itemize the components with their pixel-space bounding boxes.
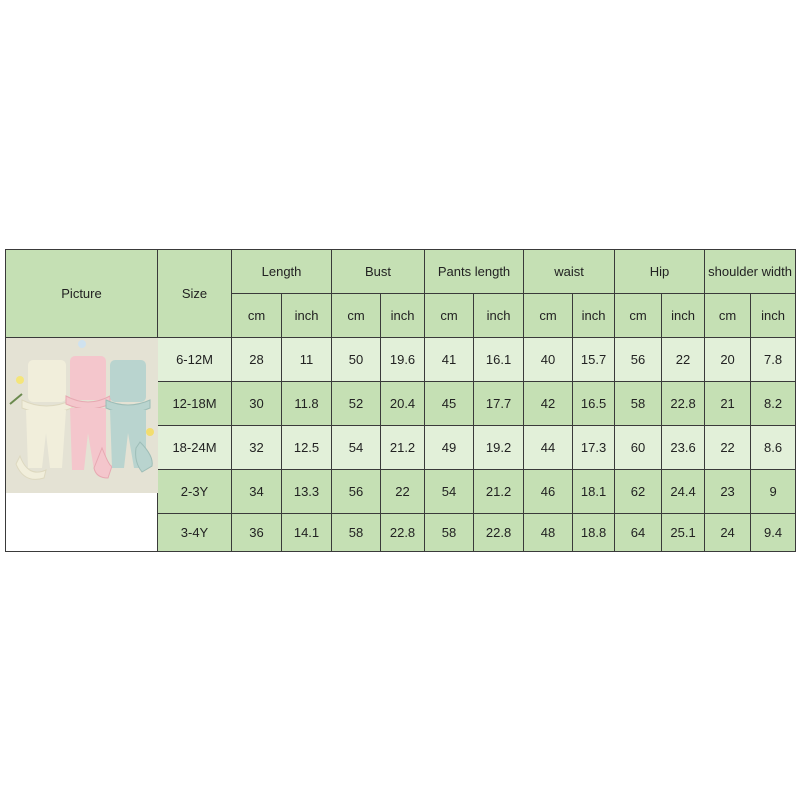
measurement-cell: 9.4: [750, 513, 797, 552]
measurement-cell: 28: [231, 337, 282, 382]
measurement-cell: 48: [523, 513, 574, 552]
outfit-cream: [15, 360, 73, 480]
outfits-image: [6, 338, 158, 493]
measurement-cell: 21.2: [380, 425, 426, 470]
measurement-cell: 23.6: [661, 425, 706, 470]
measurement-cell: 22: [661, 337, 706, 382]
flower-decoration: [146, 428, 154, 436]
table-row: 6-12M 28 11 50 19.6 41 16.1 40 15.7 56 22 20 7.8: [5, 337, 797, 552]
measurement-cell: 46: [523, 469, 574, 514]
table-row: 2-3Y 34 13.3 56 22 54 21.2 46 18.1 62 24.4 23 9: [6, 469, 797, 514]
measurement-cell: 64: [614, 513, 663, 552]
measurement-cell: 22: [380, 469, 426, 514]
unit-header: cm: [231, 293, 282, 338]
measurement-cell: 19.2: [473, 425, 525, 470]
measurement-cell: 17.3: [572, 425, 616, 470]
measurement-cell: 17.7: [473, 381, 525, 426]
measurement-cell: 49: [424, 425, 475, 470]
measurement-cell: 52: [331, 381, 382, 426]
measurement-cell: 54: [331, 425, 382, 470]
measurement-cell: 50: [331, 337, 382, 382]
measurement-cell: 21: [704, 381, 752, 426]
size-cell: 12-18M: [157, 381, 232, 426]
measurement-cell: 18.8: [572, 513, 616, 552]
table-row: 18-24M 32 12.5 54 21.2 49 19.2 44 17.3 60 23.6 22 8.…: [6, 425, 797, 470]
unit-header: cm: [614, 293, 663, 338]
product-picture: [5, 337, 158, 552]
measurement-cell: 22: [704, 425, 752, 470]
unit-header: cm: [523, 293, 574, 338]
measurement-cell: 58: [424, 513, 475, 552]
measurement-cell: 18.1: [572, 469, 616, 514]
measurement-cell: 32: [231, 425, 282, 470]
measurement-cell: 56: [614, 337, 663, 382]
measurement-cell: 12.5: [280, 425, 333, 470]
measurement-cell: 34: [231, 469, 282, 514]
group-header: Hip: [614, 249, 706, 294]
measurement-cell: 14.1: [280, 513, 333, 552]
measurement-cell: 36: [231, 513, 282, 552]
measurement-cell: 19.6: [380, 337, 426, 382]
picture-header: Picture: [5, 249, 158, 338]
measurement-cell: 15.7: [572, 337, 616, 382]
table-row: 3-4Y 36 14.1 58 22.8 58 22.8 48 18.8 64 25.1 24 9.4: [6, 513, 797, 552]
measurement-cell: 16.1: [473, 337, 525, 382]
group-header: Pants length: [424, 249, 525, 294]
group-header: waist: [523, 249, 616, 294]
measurement-cell: 24: [704, 513, 752, 552]
measurement-cell: 13.3: [280, 469, 333, 514]
measurement-cell: 16.5: [572, 381, 616, 426]
measurement-cell: 58: [614, 381, 663, 426]
measurement-cell: 44: [523, 425, 574, 470]
measurement-cell: 22.8: [473, 513, 525, 552]
size-cell: 3-4Y: [157, 513, 232, 552]
unit-header: inch: [473, 293, 525, 338]
measurement-cell: 24.4: [661, 469, 706, 514]
unit-header: cm: [424, 293, 475, 338]
measurement-cell: 25.1: [661, 513, 706, 552]
measurement-cell: 22.8: [380, 513, 426, 552]
measurement-cell: 20: [704, 337, 752, 382]
measurement-cell: 56: [331, 469, 382, 514]
measurement-cell: 54: [424, 469, 475, 514]
outfit-blue: [105, 360, 153, 473]
measurement-cell: 40: [523, 337, 574, 382]
size-chart-table: Picture Size Length Bust Pants length wa…: [5, 249, 797, 552]
flower-decoration: [78, 340, 86, 348]
unit-header: cm: [331, 293, 382, 338]
size-cell: 2-3Y: [157, 469, 232, 514]
measurement-cell: 11: [280, 337, 333, 382]
measurement-cell: 7.8: [750, 337, 797, 382]
measurement-cell: 11.8: [280, 381, 333, 426]
unit-header: cm: [704, 293, 752, 338]
measurement-cell: 45: [424, 381, 475, 426]
unit-header: inch: [661, 293, 706, 338]
measurement-cell: 21.2: [473, 469, 525, 514]
group-header: Length: [230, 249, 333, 294]
unit-header: inch: [750, 293, 797, 338]
measurement-cell: 8.6: [750, 425, 797, 470]
measurement-cell: 58: [331, 513, 382, 552]
group-header: shoulder width: [704, 249, 797, 294]
measurement-cell: 42: [523, 381, 574, 426]
unit-header: inch: [572, 293, 616, 338]
measurement-cell: 62: [614, 469, 663, 514]
measurement-cell: 41: [424, 337, 475, 382]
flower-decoration: [16, 376, 24, 384]
plant-sprig: [9, 393, 23, 405]
measurement-cell: 20.4: [380, 381, 426, 426]
measurement-cell: 23: [704, 469, 752, 514]
group-header: Bust: [331, 249, 426, 294]
measurement-cell: 30: [231, 381, 282, 426]
size-header: Size: [157, 249, 232, 338]
measurement-cell: 9: [750, 469, 797, 514]
unit-header: inch: [280, 293, 333, 338]
size-cell: 6-12M: [157, 337, 232, 382]
outfit-pink: [65, 356, 113, 479]
unit-header: inch: [380, 293, 426, 338]
measurement-cell: 22.8: [661, 381, 706, 426]
size-cell: 18-24M: [157, 425, 232, 470]
measurement-cell: 8.2: [750, 381, 797, 426]
measurement-cell: 60: [614, 425, 663, 470]
